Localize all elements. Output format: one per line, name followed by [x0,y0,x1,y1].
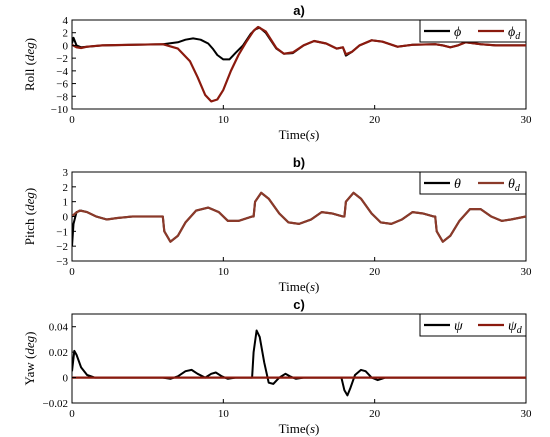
series-group [72,191,526,247]
y-tick-label: −3 [56,256,68,268]
y-tick-label: 2 [63,182,69,194]
legend-label-subscript: d [515,183,521,194]
legend-label-symbol: θ [454,177,461,192]
y-axis-label-close: ) [22,332,37,336]
legend-box [419,313,527,337]
legend-label-symbol: θ [508,177,515,192]
subplot-title: c) [293,297,305,312]
legend-label-1: ψ [454,319,463,334]
y-tick-label: −0.02 [43,398,68,410]
y-tick-label: −4 [56,66,68,78]
y-tick-label: 2 [63,28,69,40]
legend-label-symbol: ϕ [454,25,461,40]
y-tick-label: 4 [63,15,69,27]
legend-label-1: ϕ [454,25,461,40]
series-line-2 [72,25,526,103]
x-axis-label: Time(s) [279,421,320,436]
legend-label-subscript: d [517,325,523,336]
series-line-2 [72,191,526,243]
x-axis-label-close: ) [315,421,319,436]
subplot-title: b) [293,155,305,170]
x-tick-label: 0 [69,408,75,420]
y-tick-label: 0 [63,373,69,385]
y-tick-label: 0.04 [49,322,69,334]
y-tick-label: 1 [63,197,69,209]
y-axis-label-unit: deg [22,42,37,61]
x-tick-label: 30 [521,114,533,126]
legend-box [419,19,527,43]
x-axis-label-unit: s [310,421,315,436]
x-axis-label-unit: s [310,279,315,294]
series-group [72,329,526,397]
y-tick-label: 0 [63,40,69,52]
x-tick-label: 20 [369,266,381,278]
x-axis-label-close: ) [315,127,319,142]
y-axis-label-unit: deg [22,192,37,211]
y-tick-label: −6 [56,79,68,91]
legend-label-symbol: ψ [454,319,463,334]
x-tick-label: 30 [521,408,533,420]
x-tick-label: 10 [218,114,230,126]
y-tick-label: 0.02 [49,347,68,359]
legend-box [419,171,527,195]
series-group [72,25,526,103]
legend-label-symbol: ψ [508,319,517,334]
y-axis-label-main: Roll ( [22,61,37,91]
y-axis-label: Yaw (deg) [22,332,37,386]
legend-label-symbol: ϕ [508,25,515,40]
y-axis-label: Roll (deg) [22,38,37,91]
y-axis-label-close: ) [22,188,37,192]
x-tick-label: 20 [369,408,381,420]
x-tick-label: 10 [218,408,230,420]
subplot-title: a) [293,3,305,18]
x-tick-label: 30 [521,266,533,278]
y-tick-label: −8 [56,91,68,103]
y-tick-label: 0 [63,212,69,224]
y-tick-label: −2 [56,241,68,253]
y-axis-label-unit: deg [22,335,37,354]
legend-label-2: ϕd [508,25,521,42]
y-tick-label: 3 [63,167,69,179]
x-axis-label-main: Time( [279,279,310,294]
y-axis-label-main: Pitch ( [22,211,37,245]
y-tick-label: −2 [56,53,68,65]
x-tick-label: 0 [69,266,75,278]
x-tick-label: 20 [369,114,381,126]
x-axis-label: Time(s) [279,279,320,294]
x-axis-label-main: Time( [279,127,310,142]
x-tick-label: 10 [218,266,230,278]
legend-label-1: θ [454,177,461,192]
legend-label-2: θd [508,177,521,194]
y-axis-label-main: Yaw ( [22,355,37,386]
x-axis-label-close: ) [315,279,319,294]
legend-label-subscript: d [515,31,521,42]
legend-label-2: ψd [508,319,523,336]
y-axis-label: Pitch (deg) [22,188,37,245]
y-axis-label-close: ) [22,38,37,42]
x-axis-label-main: Time( [279,421,310,436]
x-tick-label: 0 [69,114,75,126]
y-tick-label: −1 [56,226,68,238]
x-axis-label-unit: s [310,127,315,142]
x-axis-label: Time(s) [279,127,320,142]
subplot-yaw: 0 10 20 300.040.020−0.02c)Time(s)Yaw (deg) ψ… [22,297,532,436]
y-tick-label: −10 [51,104,69,116]
